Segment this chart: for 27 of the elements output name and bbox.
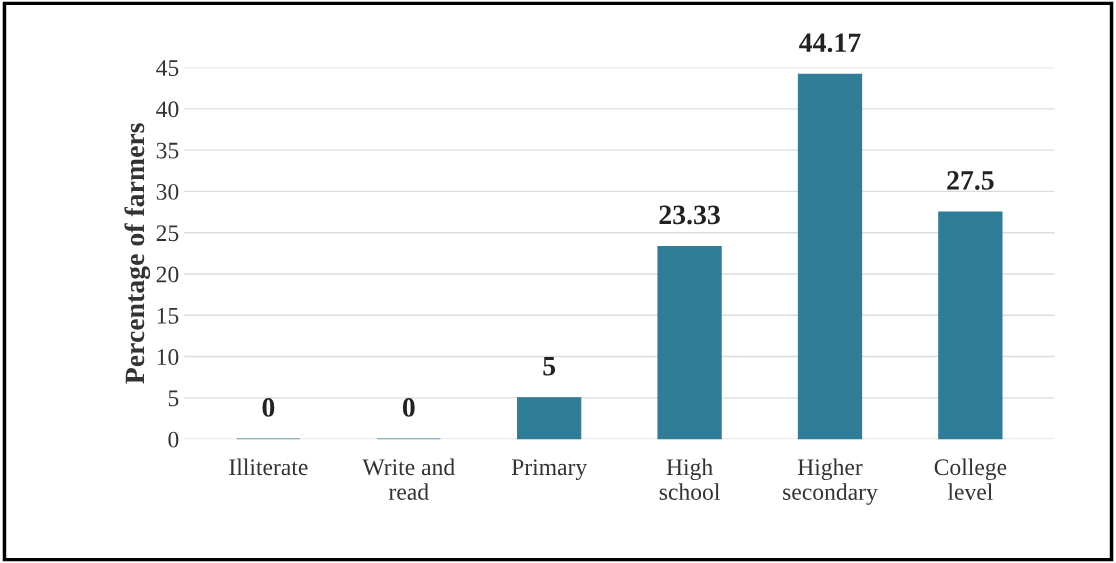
y-tick-label: 0 <box>168 431 179 448</box>
bar <box>657 245 722 440</box>
x-tick-label: High school <box>659 458 720 500</box>
y-axis-title: Percentage of farmers <box>124 123 151 384</box>
data-label: 44.17 <box>799 33 861 53</box>
bar <box>938 211 1003 440</box>
y-tick-label: 45 <box>156 60 179 76</box>
data-label: 27.5 <box>947 171 994 190</box>
x-tick-label: Write and read <box>362 458 455 500</box>
y-tick-label: 35 <box>156 142 179 159</box>
data-label: 5 <box>543 357 556 376</box>
x-tick-label: Primary <box>511 459 588 480</box>
y-tick-label: 15 <box>157 307 179 324</box>
x-tick-label: Illiterate <box>229 458 308 476</box>
x-tick-label: College level <box>934 458 1007 500</box>
x-tick-label: Higher secondary <box>783 458 878 505</box>
y-tick-label: 25 <box>156 225 179 242</box>
y-tick-label: 10 <box>157 349 179 365</box>
bar <box>517 397 582 440</box>
y-tick-label: 5 <box>168 390 179 407</box>
data-label: 23.33 <box>659 205 720 225</box>
data-label: 0 <box>402 398 415 417</box>
y-tick-label: 30 <box>156 183 179 200</box>
y-tick-label: 20 <box>156 266 179 283</box>
data-label: 0 <box>262 398 275 417</box>
y-tick-label: 40 <box>156 101 179 118</box>
bar <box>797 73 863 440</box>
